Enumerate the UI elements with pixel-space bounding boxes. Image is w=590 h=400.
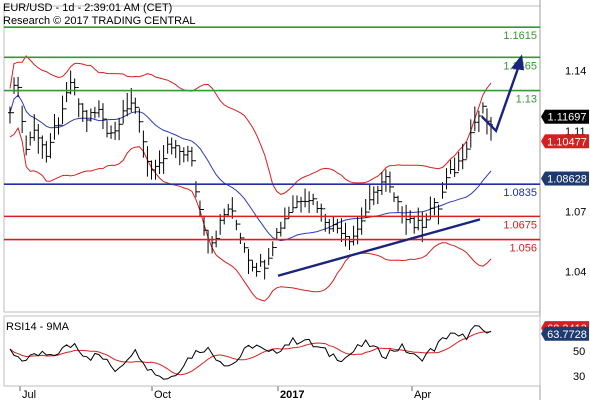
price-frame — [3, 5, 541, 313]
price-tag — [545, 109, 589, 124]
rsi-line — [9, 325, 492, 380]
level-label: 1.0675 — [503, 219, 537, 231]
price-tag-label: 1.10477 — [547, 136, 587, 148]
chart-subtitle: Research © 2017 TRADING CENTRAL — [3, 15, 196, 27]
price-panel: 1.041.071.111.14JulOct2017Apr1.16151.146… — [3, 0, 589, 400]
rsi-y-tick-label: 30 — [573, 371, 585, 383]
rsi-title: RSI14 - 9MA — [6, 321, 70, 333]
price-tag — [545, 326, 589, 341]
x-tick-label: Apr — [414, 389, 431, 400]
support-trendline — [277, 218, 481, 277]
projection-arrow-head — [511, 54, 524, 71]
level-label: 1.056 — [509, 243, 537, 255]
moving-average — [9, 94, 492, 242]
x-tick-label: Jul — [22, 389, 36, 400]
level-label: 1.0835 — [503, 187, 537, 199]
rsi-y-tick-label: 50 — [573, 346, 585, 358]
level-label: 1.13 — [516, 94, 537, 106]
rsi-panel: RSI14 - 9MA30507068.341363.7728 — [3, 315, 589, 387]
price-tag-label: 1.11697 — [548, 112, 587, 124]
price-tag-pointer — [541, 134, 545, 149]
y-tick-label: 1.04 — [565, 267, 586, 279]
price-tag-pointer — [541, 109, 545, 124]
price-tag — [545, 171, 589, 186]
projection-arrow — [481, 67, 520, 134]
y-tick-label: 1.07 — [565, 206, 586, 218]
y-tick-label: 1.14 — [565, 65, 586, 77]
price-tag-pointer — [541, 326, 545, 341]
chart-title: EUR/USD - 1d - 2:39:01 AM (CET) — [3, 2, 173, 14]
bollinger-lower — [9, 126, 492, 302]
price-tag — [545, 134, 589, 149]
x-tick-label: Oct — [154, 389, 171, 400]
x-tick-label: 2017 — [280, 389, 304, 400]
price-tag-label: 63.7728 — [547, 329, 587, 341]
rsi-frame — [3, 315, 541, 387]
price-tag-label: 1.08628 — [547, 174, 587, 186]
price-tag-pointer — [541, 171, 545, 186]
bollinger-upper — [9, 55, 492, 195]
rsi-ma-line — [9, 331, 492, 376]
level-label: 1.1615 — [503, 30, 537, 42]
